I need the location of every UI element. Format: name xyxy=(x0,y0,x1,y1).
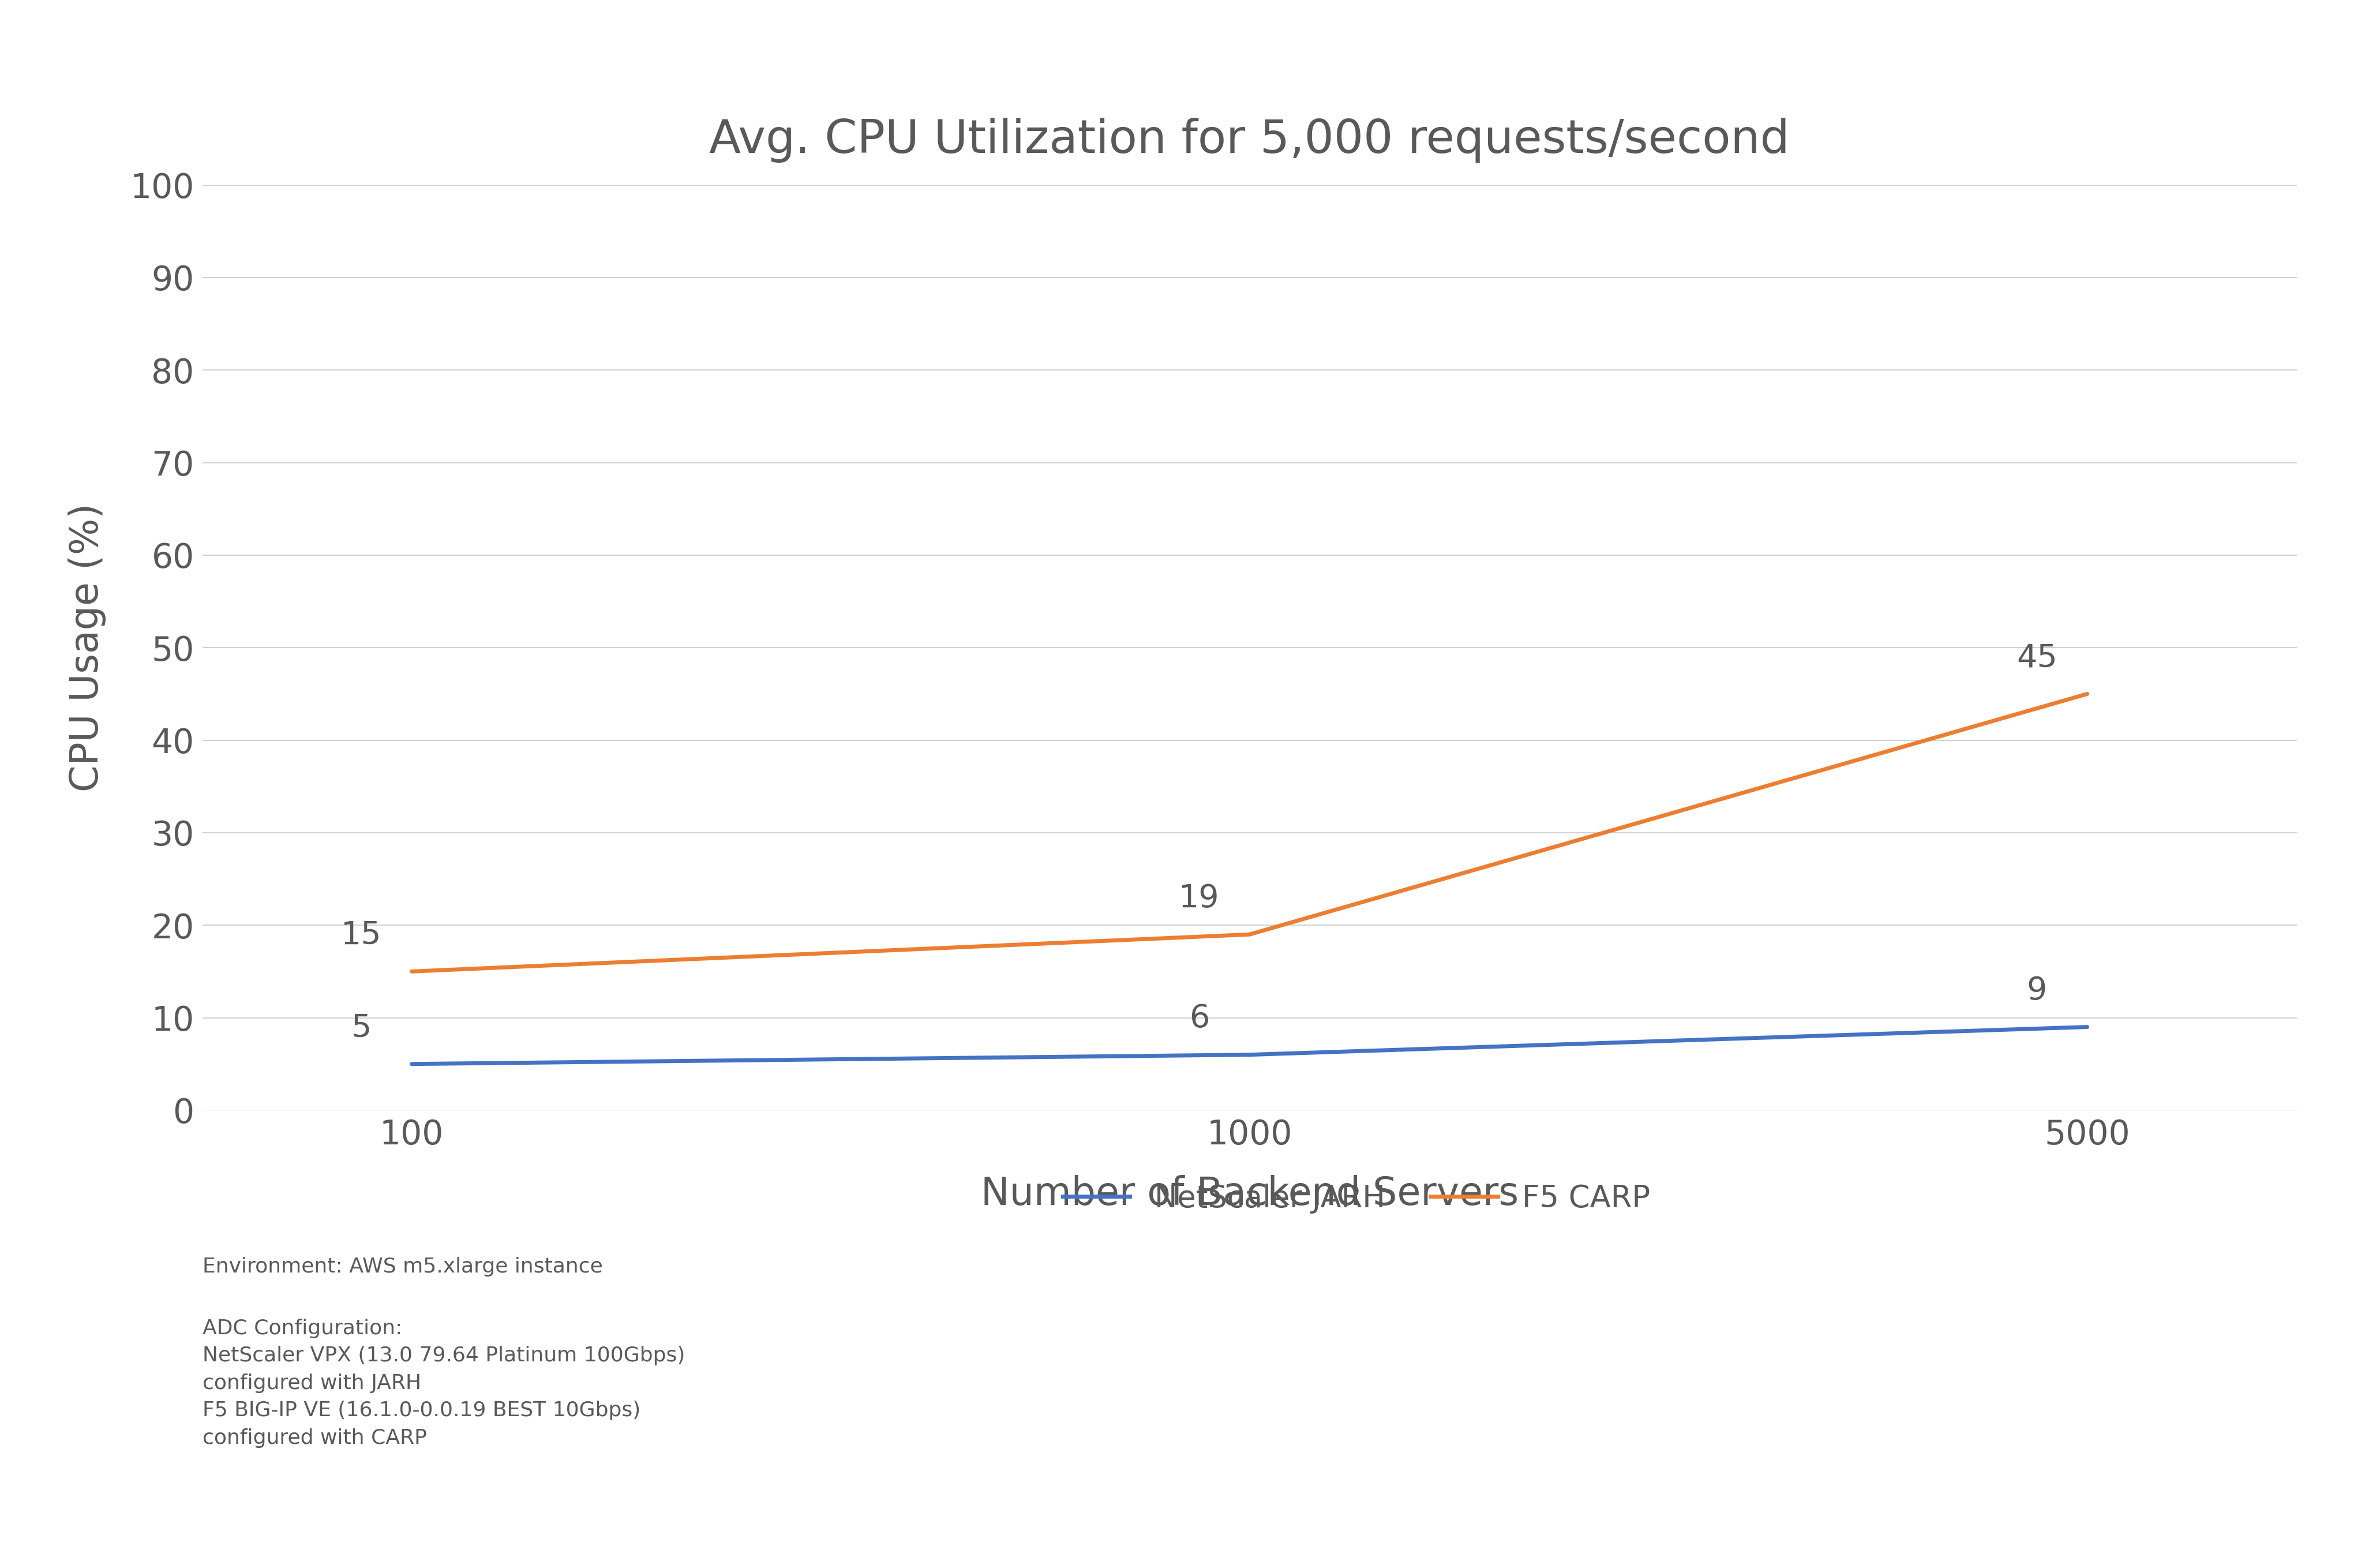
Text: 45: 45 xyxy=(2016,643,2056,674)
Y-axis label: CPU Usage (%): CPU Usage (%) xyxy=(69,503,107,793)
NetScaler JARH xyxy=(1235,1045,1264,1064)
F5 CARP xyxy=(397,962,426,981)
F5 CARP xyxy=(1235,925,1264,944)
NetScaler JARH xyxy=(397,1055,426,1073)
Text: 15: 15 xyxy=(340,921,381,951)
Title: Avg. CPU Utilization for 5,000 requests/second: Avg. CPU Utilization for 5,000 requests/… xyxy=(709,117,1790,163)
F5 CARP xyxy=(2073,685,2102,703)
Text: 5: 5 xyxy=(352,1013,371,1044)
NetScaler JARH xyxy=(2073,1018,2102,1036)
X-axis label: Number of Backend Servers: Number of Backend Servers xyxy=(981,1175,1518,1214)
Text: 6: 6 xyxy=(1190,1004,1209,1035)
Text: Environment: AWS m5.xlarge instance: Environment: AWS m5.xlarge instance xyxy=(202,1257,602,1277)
Line: NetScaler JARH: NetScaler JARH xyxy=(412,1027,2087,1064)
Text: 19: 19 xyxy=(1178,884,1219,914)
Line: F5 CARP: F5 CARP xyxy=(412,694,2087,971)
Legend: NetScaler JARH, F5 CARP: NetScaler JARH, F5 CARP xyxy=(1052,1172,1661,1226)
Text: 9: 9 xyxy=(2028,976,2047,1007)
Text: ADC Configuration:
NetScaler VPX (13.0 79.64 Platinum 100Gbps)
configured with J: ADC Configuration: NetScaler VPX (13.0 7… xyxy=(202,1318,685,1448)
